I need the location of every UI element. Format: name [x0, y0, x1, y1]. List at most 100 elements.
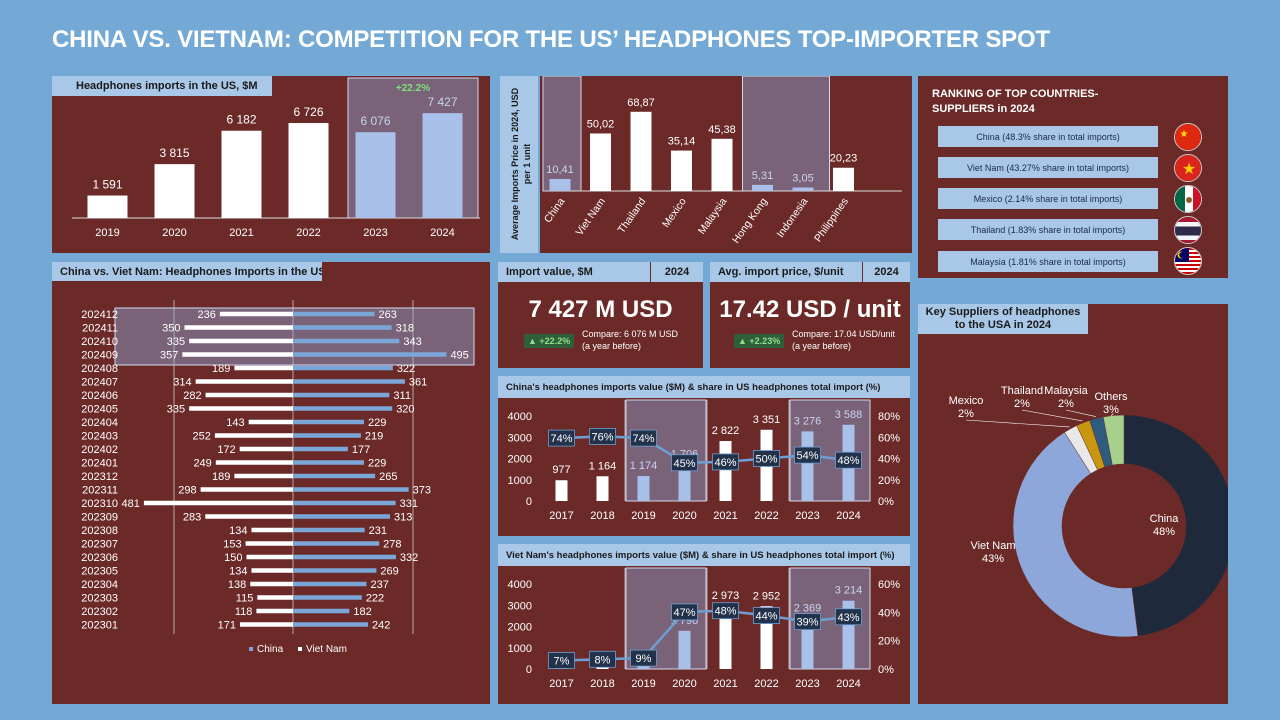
legend-swatch-vietnam	[298, 647, 302, 651]
bar-vietnam	[293, 379, 405, 384]
bar	[678, 630, 691, 669]
value-label-china: 350	[162, 322, 180, 334]
donut-slice	[1012, 431, 1139, 638]
value-label-china: 138	[228, 579, 246, 591]
bar-china	[234, 365, 293, 371]
bar-vietnam	[293, 406, 393, 411]
slice-label: Thailand	[1001, 385, 1043, 397]
value-label: 2 973	[712, 590, 740, 602]
bar-vietnam	[293, 311, 375, 317]
bar-vietnam	[293, 338, 400, 344]
x-tick-label: Hong Kong	[730, 196, 770, 246]
kpi-price-title: Avg. import price, $/unit	[710, 262, 862, 282]
value-label: 977	[552, 464, 570, 476]
y-tick-label: 202311	[82, 484, 118, 496]
y-tick-label: 0	[526, 496, 532, 508]
imports-chart: +22.2% 1 591 2019 3 815 2020 6 182 2021 6 726 20…	[72, 77, 480, 239]
value-label: 68,87	[627, 97, 655, 109]
y2-tick-label: 0%	[878, 496, 894, 508]
value-label-vietnam: 278	[383, 538, 401, 550]
legend-label-vietnam: Viet Nam	[306, 644, 347, 655]
vietnam-combo-chart: 4000300020001000060%40%20%0%872017122201…	[508, 567, 900, 690]
y-tick-label: 1000	[508, 475, 532, 487]
y-tick-label: 202409	[81, 349, 118, 361]
y-tick-label: 202407	[81, 376, 118, 388]
x-tick-label: 2022	[296, 227, 320, 239]
x-tick-label: Mexico	[660, 196, 689, 230]
x-tick-label: China	[542, 196, 568, 225]
value-label-vietnam: 229	[368, 417, 386, 429]
bar-vietnam	[293, 581, 367, 587]
monthly-chart: 202412 236 263 202411 350 318 202410 335 343 2024…	[81, 300, 475, 655]
slice-pct: 2%	[958, 408, 974, 420]
bar-vietnam	[293, 568, 377, 573]
bar	[678, 464, 691, 501]
bar	[719, 605, 732, 669]
donut-panel: China 48% Viet Nam 43% Mexico 2% Thailand 2% Mal…	[918, 304, 1236, 704]
kpi-import-badge-text: +22.2%	[539, 336, 571, 346]
donut-title-line1: Key Suppliers of headphones	[925, 306, 1081, 318]
bar-china	[214, 433, 293, 438]
page-title: CHINA VS. VIETNAM: COMPETITION FOR THE U…	[52, 26, 1050, 53]
y-tick-label: 3000	[508, 600, 532, 612]
kpi-import-year: 2024	[651, 262, 703, 282]
bar	[355, 132, 396, 218]
x-tick-label: 2019	[631, 510, 655, 522]
value-label-vietnam: 313	[394, 511, 412, 523]
y-tick-label: 202312	[81, 471, 118, 483]
value-label: 20,23	[830, 153, 858, 165]
highlight-box	[542, 75, 582, 192]
value-label-vietnam: 331	[400, 498, 418, 510]
value-label-vietnam: 311	[393, 390, 411, 402]
donut-slice	[1123, 414, 1236, 637]
y-tick-label: 2000	[508, 454, 532, 466]
price-ylabel-box: Average Imports Price in 2024, USD per 1…	[500, 76, 538, 253]
vietnam-combo-panel: 4000300020001000060%40%20%0%872017122201…	[498, 544, 910, 704]
value-label-vietnam: 265	[379, 471, 397, 483]
share-label: 39%	[796, 617, 818, 629]
monthly-panel-title: China vs. Viet Nam: Headphones Imports i…	[52, 262, 322, 281]
value-label-china: 282	[183, 390, 201, 402]
bar	[801, 431, 814, 501]
y-tick-label: 202303	[81, 592, 118, 604]
bar-china	[234, 473, 293, 479]
bar	[752, 184, 773, 191]
value-label-vietnam: 219	[365, 430, 383, 442]
bar	[671, 150, 692, 191]
slice-label: Others	[1094, 391, 1128, 403]
value-label: 3 214	[835, 585, 863, 597]
slice-label: Malaysia	[1044, 385, 1088, 397]
x-tick-label: 2022	[754, 678, 778, 690]
vietnam-flag-icon: ★	[1174, 154, 1202, 182]
up-arrow-icon: ▲	[738, 336, 750, 346]
share-label: 44%	[755, 611, 777, 623]
value-label-vietnam: 361	[409, 376, 427, 388]
y2-tick-label: 20%	[878, 636, 900, 648]
kpi-import-compare-line1: Compare: 6 076 M USD	[582, 329, 679, 339]
ranking-title-line1: RANKING OF TOP COUNTRIES-	[932, 88, 1099, 100]
kpi-import-compare-line2: (a year before)	[582, 341, 642, 351]
ranking-title: RANKING OF TOP COUNTRIES- SUPPLIERS in 2…	[932, 87, 1098, 117]
bar-china	[257, 595, 293, 600]
value-label: 2 822	[712, 425, 740, 437]
svg-text:★: ★	[1180, 129, 1189, 140]
bar-china	[219, 311, 293, 317]
bar-china	[246, 554, 293, 560]
value-label-vietnam: 269	[380, 565, 398, 577]
y-tick-label: 202307	[81, 538, 118, 550]
x-tick-label: Viet Nam	[573, 196, 608, 238]
value-label: 10,41	[546, 164, 574, 176]
share-marker	[671, 603, 698, 621]
value-label-china: 335	[167, 336, 185, 348]
bar	[596, 666, 609, 669]
share-label: 50%	[755, 454, 777, 466]
bar-vietnam	[293, 446, 348, 452]
malaysia-flag-icon	[1174, 247, 1202, 275]
value-label-china: 143	[226, 417, 244, 429]
value-label-china: 115	[236, 592, 254, 604]
value-label-china: 134	[229, 525, 247, 537]
value-label-china: 298	[178, 484, 196, 496]
value-label-china: 335	[167, 403, 185, 415]
value-label-vietnam: 332	[400, 552, 418, 564]
